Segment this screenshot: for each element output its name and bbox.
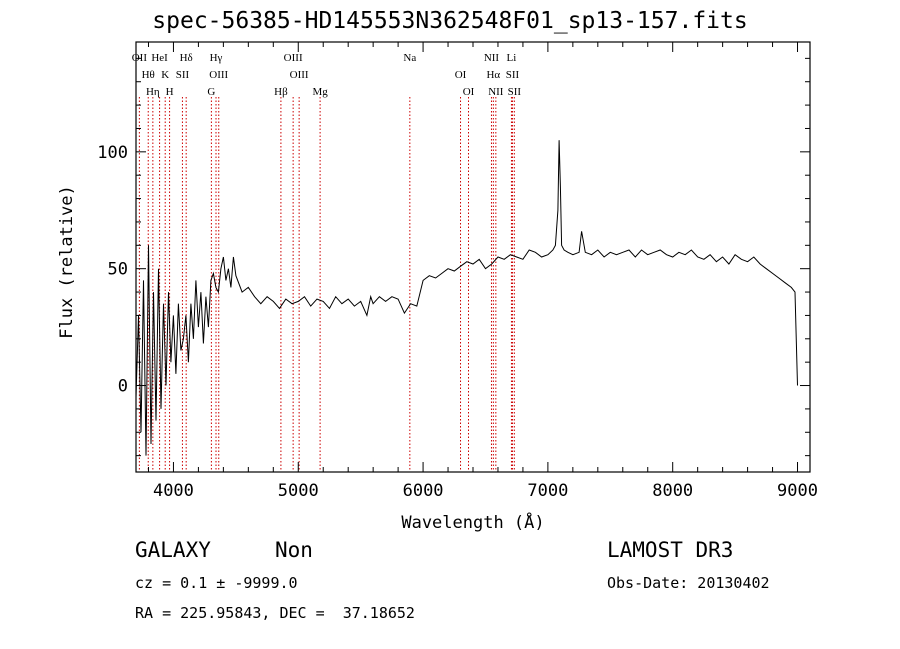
x-tick-label: 7000 [527,481,568,501]
emission-line-label: Hα [486,69,500,81]
emission-line-label: NII [484,52,500,64]
y-tick-label: 100 [97,143,128,163]
emission-line-label: OIII [290,69,309,81]
coordinates-label: RA = 225.95843, DEC = 37.18652 [135,604,415,622]
emission-labels-layer: OIIHθHηHeIKHHδSIIGHγOIIIHβOIIIOIIIMgNaOI… [132,52,522,98]
x-tick-label: 4000 [153,481,194,501]
y-axis-label: Flux (relative) [57,185,77,339]
emission-line-label: HeI [151,52,168,64]
plot-frame [135,41,811,473]
y-tick-label: 0 [118,377,128,397]
emission-line-label: NII [488,86,504,98]
emission-line-label: Hη [146,86,160,98]
emission-line-label: Li [507,52,517,64]
emission-line-label: OI [455,69,467,81]
emission-line-label: SII [176,69,190,81]
emission-line-label: OIII [284,52,303,64]
y-tick-label: 50 [108,260,128,280]
emission-line-label: Hδ [180,52,193,64]
emission-line-label: SII [506,69,520,81]
x-tick-label: 8000 [652,481,693,501]
emission-line-label: G [207,86,215,98]
emission-line-label: K [161,69,169,81]
x-tick-label: 5000 [278,481,319,501]
object-subclass: Non [275,538,313,562]
emission-line-label: Hγ [210,52,223,64]
emission-line-label: OI [463,86,475,98]
obs-date-label: Obs-Date: 20130402 [607,574,770,592]
axis-ticks-layer: 4000 5000 6000 7000 8000 9000 0 50 100 [97,42,818,501]
emission-line-label: Na [403,52,416,64]
emission-line-label: Hθ [142,69,155,81]
chart-title: spec-56385-HD145553N362548F01_sp13-157.f… [152,8,748,34]
survey-label: LAMOST DR3 [607,538,734,562]
emission-line-label: SII [508,86,522,98]
emission-line-label: Mg [312,86,328,98]
spectrum-series-line [135,140,798,456]
object-class: GALAXY [135,538,211,562]
emission-line-label: H [166,86,174,98]
x-tick-label: 9000 [777,481,818,501]
x-tick-label: 6000 [403,481,444,501]
emission-line-label: Hβ [274,86,288,98]
emission-line-label: OIII [209,69,228,81]
redshift-label: cz = 0.1 ± -9999.0 [135,574,298,592]
x-axis-label: Wavelength (Å) [401,511,544,533]
emission-lines-layer [138,97,515,472]
